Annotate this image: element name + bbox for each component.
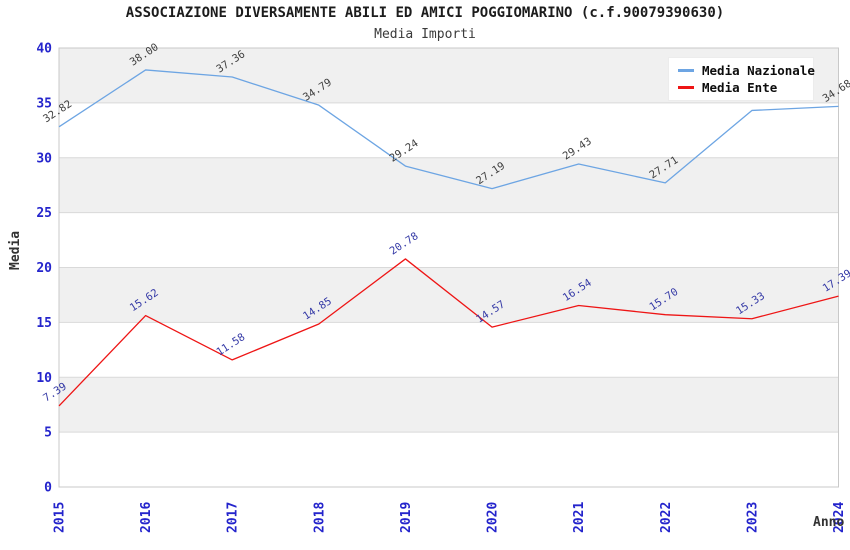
x-tick-label: 2023 [745, 502, 760, 533]
x-tick-label: 2024 [832, 502, 847, 533]
x-tick-label: 2021 [572, 502, 587, 533]
x-axis-title: Anno [813, 515, 845, 530]
y-tick-label: 25 [36, 206, 52, 221]
chart-title: ASSOCIAZIONE DIVERSAMENTE ABILI ED AMICI… [125, 5, 725, 21]
x-tick-label: 2019 [399, 502, 414, 533]
x-tick-label: 2022 [659, 502, 674, 533]
chart-subtitle: Media Importi [374, 27, 476, 42]
y-tick-label: 5 [44, 426, 52, 441]
legend: Media Nazionale Media Ente [668, 57, 815, 101]
y-tick-label: 15 [36, 316, 52, 331]
x-tick-label: 2018 [312, 502, 327, 533]
y-tick-label: 20 [36, 261, 52, 276]
y-tick-label: 0 [44, 481, 52, 496]
x-tick-label: 2015 [53, 502, 68, 533]
x-tick-label: 2017 [226, 502, 241, 533]
legend-item-media-nazionale: Media Nazionale [678, 63, 815, 78]
series-line-media-nazionale [58, 69, 839, 190]
media-ente-line-swatch-icon [678, 86, 694, 90]
legend-item-media-ente: Media Ente [678, 80, 804, 95]
y-tick-label: 35 [36, 96, 52, 111]
point-label: 20.78 [388, 230, 421, 257]
y-tick-label: 10 [36, 371, 52, 386]
media-nazionale-line-swatch-icon [678, 68, 694, 72]
y-axis-title: Media [8, 230, 23, 270]
y-tick-label: 30 [36, 151, 52, 166]
x-tick-label: 2020 [486, 502, 501, 533]
legend-label: Media Nazionale [702, 62, 815, 78]
point-label: 11.58 [214, 331, 247, 358]
x-tick-label: 2016 [139, 502, 154, 533]
y-tick-label: 40 [36, 42, 52, 57]
legend-label: Media Ente [702, 80, 778, 96]
series-line-media-ente [58, 258, 839, 407]
